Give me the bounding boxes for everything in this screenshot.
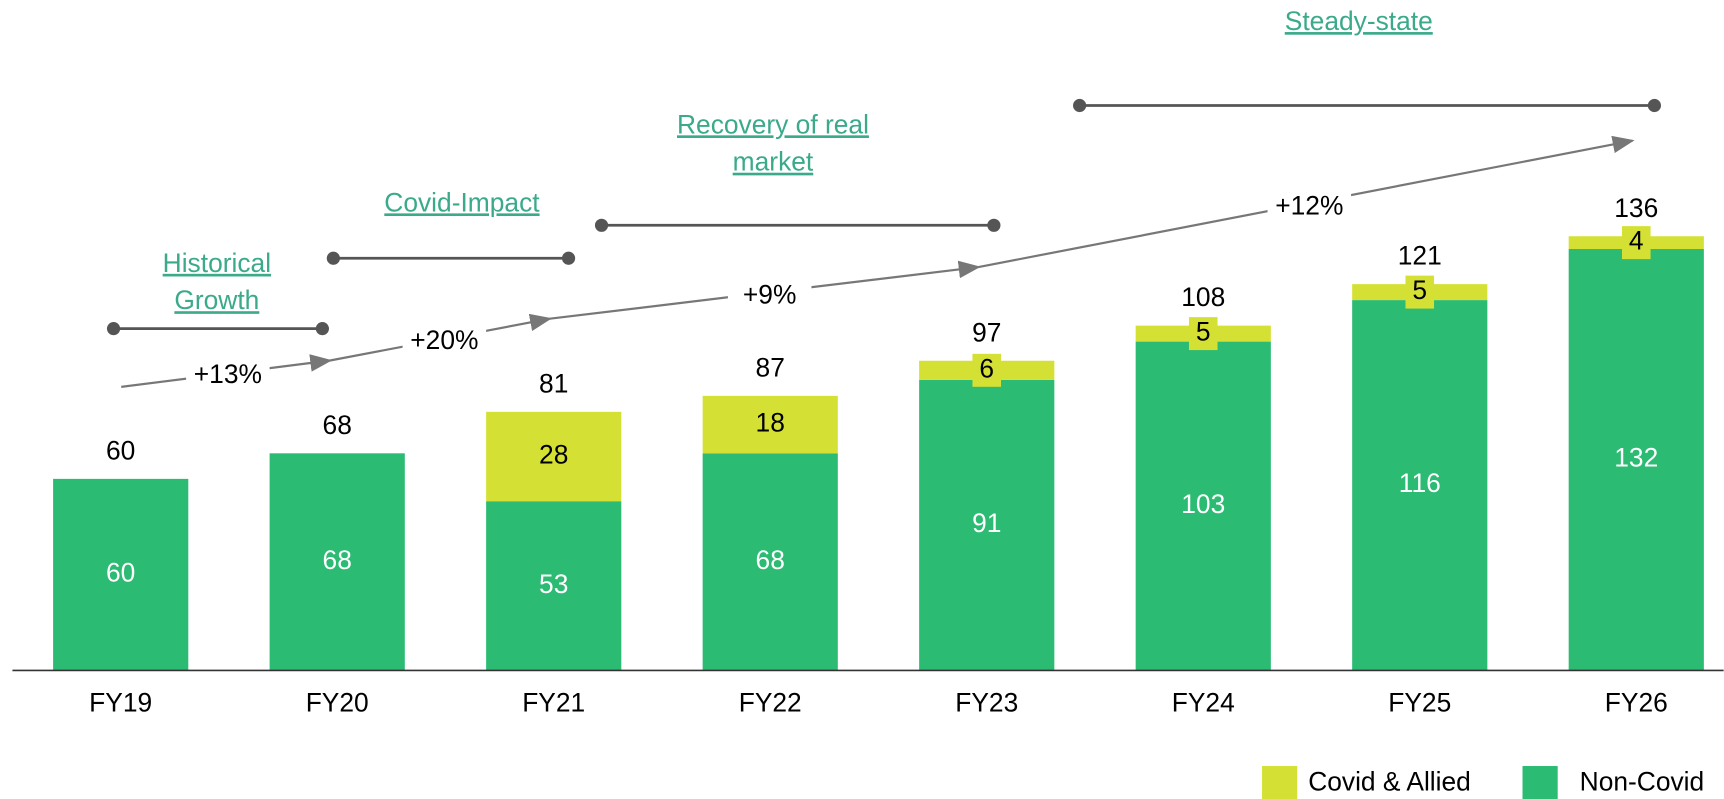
phase-dot xyxy=(1073,98,1087,113)
label-box xyxy=(1405,275,1435,309)
phase-label: Covid-Impact xyxy=(384,187,540,217)
x-tick-label: FY24 xyxy=(1172,687,1235,717)
value-label: 60 xyxy=(106,558,135,588)
value-label: 116 xyxy=(1399,468,1441,498)
bar-segment xyxy=(1135,341,1271,671)
legend-label: Covid & Allied xyxy=(1308,767,1471,797)
x-tick-label: FY25 xyxy=(1388,687,1451,717)
phase-dot xyxy=(561,251,576,265)
growth-label: +12% xyxy=(1275,191,1343,221)
x-tick-label: FY23 xyxy=(955,687,1018,717)
label-box xyxy=(972,353,1002,387)
bar-segment xyxy=(269,453,405,671)
x-tick-label: FY21 xyxy=(522,687,585,717)
value-label: 28 xyxy=(539,439,568,469)
legend-swatch xyxy=(1522,766,1558,799)
phase-dot xyxy=(326,251,340,265)
x-tick-label: FY19 xyxy=(89,687,152,717)
x-tick-label: FY20 xyxy=(306,687,369,717)
value-label: 103 xyxy=(1181,489,1225,519)
label-bg xyxy=(727,281,812,313)
bar-segment xyxy=(702,395,838,454)
phase-dot xyxy=(987,218,1001,232)
label-box xyxy=(1188,317,1218,351)
total-label: 136 xyxy=(1614,193,1658,223)
bar-segment xyxy=(486,411,622,502)
phase-label: Historical xyxy=(163,248,271,278)
growth-label: +20% xyxy=(410,325,478,355)
label-bg xyxy=(1267,192,1352,224)
label-bg xyxy=(402,326,487,358)
phase-dot xyxy=(315,322,329,336)
phase-dot xyxy=(594,218,609,232)
growth-label: +9% xyxy=(743,280,796,310)
total-label: 60 xyxy=(106,435,135,465)
value-label: 91 xyxy=(972,508,1001,538)
phase-dot xyxy=(106,322,121,336)
value-label: 132 xyxy=(1614,443,1658,473)
total-label: 97 xyxy=(972,317,1001,347)
phase-dot xyxy=(1647,98,1661,113)
phase-label: Growth xyxy=(174,285,259,315)
total-label: 121 xyxy=(1398,241,1442,271)
phase-label: Recovery of real xyxy=(677,109,869,139)
bar-segment xyxy=(1568,249,1704,671)
bar-segment xyxy=(1352,300,1488,671)
value-label: 18 xyxy=(756,408,785,438)
label-bg xyxy=(186,360,270,392)
value-label: 53 xyxy=(539,569,568,599)
growth-label: +13% xyxy=(194,359,262,389)
value-label: 68 xyxy=(323,545,352,575)
legend-swatch xyxy=(1262,766,1298,799)
total-label: 108 xyxy=(1181,282,1225,312)
value-label: 4 xyxy=(1629,226,1644,256)
legend-label: Non-Covid xyxy=(1580,767,1705,797)
x-tick-label: FY26 xyxy=(1605,687,1668,717)
bar-segment xyxy=(919,379,1055,671)
x-tick-label: FY22 xyxy=(739,687,802,717)
total-label: 68 xyxy=(323,410,352,440)
total-label: 87 xyxy=(756,352,785,382)
value-label: 6 xyxy=(979,353,994,383)
bar-segment xyxy=(53,478,189,671)
bar-segment xyxy=(486,501,622,671)
total-label: 81 xyxy=(539,368,568,398)
value-label: 5 xyxy=(1412,275,1427,305)
value-label: 5 xyxy=(1196,317,1211,347)
value-label: 68 xyxy=(756,545,785,575)
phase-label: Steady-state xyxy=(1285,6,1433,36)
label-box xyxy=(1621,226,1651,260)
phase-label: market xyxy=(733,147,814,177)
bar-segment xyxy=(702,453,838,671)
